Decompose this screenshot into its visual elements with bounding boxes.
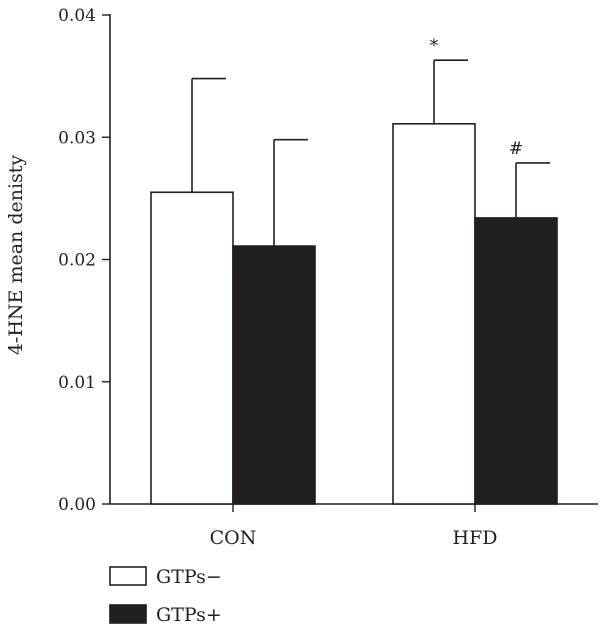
bar-con-series-1 (150, 191, 234, 505)
y-tick-label: 0.01 (58, 373, 96, 393)
bars (150, 123, 558, 505)
x-ticks: CON HFD (210, 504, 498, 549)
legend-label-series-2: GTPs+ (156, 604, 222, 626)
significance-annotations: *# (430, 36, 523, 159)
y-axis-label: 4-HNE mean denisty (5, 155, 27, 356)
bar-con-series-2 (232, 245, 316, 505)
error-bars (191, 59, 550, 247)
legend: GTPs− GTPs+ (109, 566, 222, 626)
legend-swatch-series-1 (109, 566, 147, 586)
legend-label-series-1: GTPs− (156, 566, 222, 588)
x-tick-label: CON (210, 527, 257, 549)
x-tick-label: HFD (453, 527, 498, 549)
y-ticks: 0.00 0.01 0.02 0.03 0.04 (58, 6, 110, 515)
y-tick-label: 0.03 (58, 128, 96, 148)
y-tick-label: 0.00 (58, 495, 96, 515)
y-tick-label: 0.04 (58, 6, 96, 26)
bar-hfd-series-1 (392, 123, 476, 505)
significance-marker: # (509, 139, 523, 159)
bar-hfd-series-2 (474, 217, 558, 505)
significance-marker: * (430, 36, 439, 56)
legend-swatch-series-2 (109, 604, 147, 624)
y-tick-label: 0.02 (58, 251, 96, 271)
